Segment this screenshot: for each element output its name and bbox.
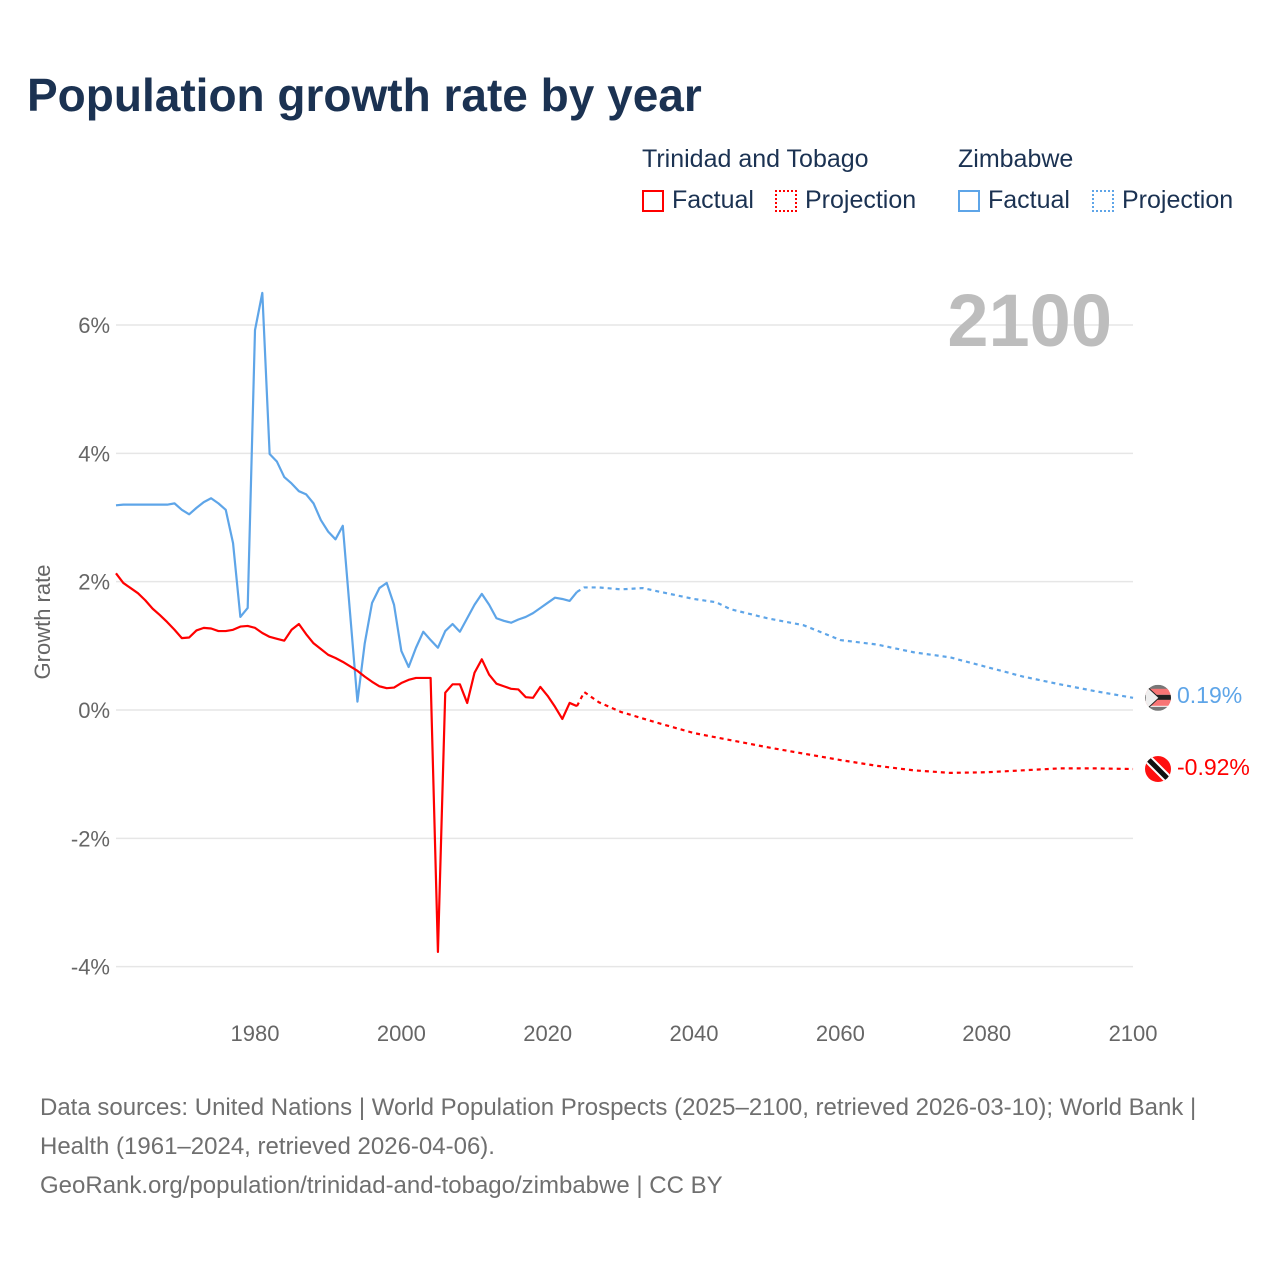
legend-zimbabwe-factual[interactable]: Factual [958, 186, 1070, 215]
legend-label: Factual [672, 186, 754, 214]
legend-label: Projection [805, 186, 917, 214]
series-zimbabwe-factual [115, 291, 578, 703]
legend-group-trinidad: Trinidad and Tobago [642, 145, 869, 173]
y-tick-label: -4% [71, 955, 110, 980]
current-year-label: 2100 [947, 279, 1112, 362]
x-tick-label: 2000 [377, 1021, 426, 1046]
x-tick-label: 1980 [231, 1021, 280, 1046]
legend-label: Projection [1122, 186, 1234, 214]
legend-swatch-solid [958, 189, 980, 212]
footer: Data sources: United Nations | World Pop… [40, 1088, 1230, 1205]
x-tick-label: 2040 [670, 1021, 719, 1046]
data-sources: Data sources: United Nations | World Pop… [40, 1094, 1197, 1160]
attribution-link[interactable]: GeoRank.org/population/trinidad-and-toba… [40, 1172, 723, 1199]
end-label-trinidad: -0.92% [1177, 754, 1250, 780]
series-trinidad-and-tobago-factual [115, 572, 578, 954]
zimbabwe-flag-icon [1145, 684, 1171, 711]
legend-swatch-dotted [775, 189, 797, 212]
legend-swatch-dotted [1092, 189, 1114, 212]
x-tick-label: 2020 [523, 1021, 572, 1046]
series-zimbabwe-projection [576, 586, 1134, 699]
page-title: Population growth rate by year [27, 69, 702, 121]
x-tick-label: 2100 [1109, 1021, 1158, 1046]
y-tick-label: -2% [71, 826, 110, 851]
y-tick-label: 4% [78, 441, 110, 466]
legend-trinidad-factual[interactable]: Factual [642, 186, 754, 215]
trinidad-flag-icon [1145, 756, 1171, 783]
legend-group-zimbabwe: Zimbabwe [958, 145, 1074, 173]
legend-zimbabwe-projection[interactable]: Projection [1092, 186, 1233, 215]
legend-trinidad-projection[interactable]: Projection [775, 186, 916, 215]
legend-swatch-solid [642, 189, 664, 212]
series-trinidad-and-tobago-projection [575, 690, 1134, 774]
x-tick-label: 2060 [816, 1021, 865, 1046]
y-tick-label: 0% [78, 698, 110, 723]
end-label-zimbabwe: 0.19% [1177, 682, 1243, 708]
x-tick-label: 2080 [962, 1021, 1011, 1046]
y-axis-label: Growth rate [30, 564, 55, 680]
legend-label: Factual [988, 186, 1070, 214]
y-tick-label: 2% [78, 570, 110, 595]
y-tick-label: 6% [78, 313, 110, 338]
